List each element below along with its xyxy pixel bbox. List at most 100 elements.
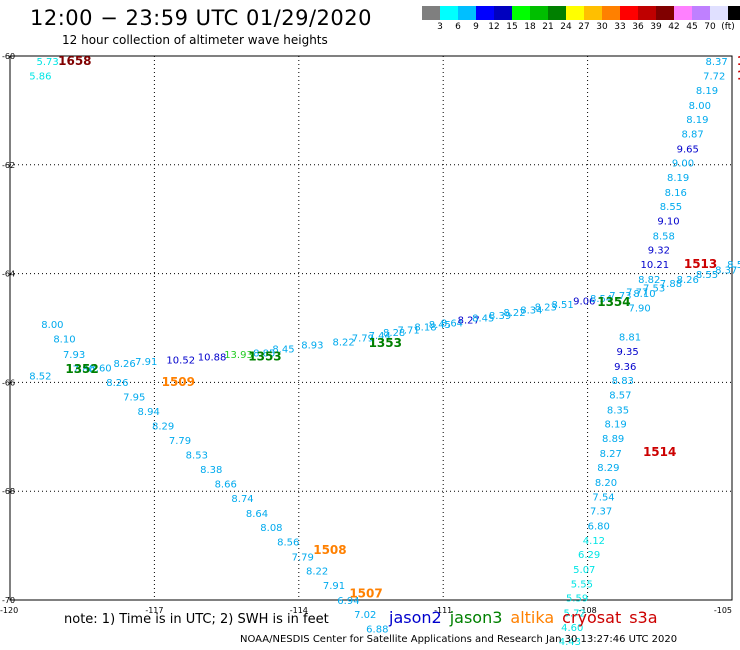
- pass-time-label: 1354: [597, 295, 630, 309]
- scale-label: 9: [473, 22, 479, 32]
- wave-height-reading: 8.19: [686, 115, 708, 126]
- wave-height-reading: 7.79: [352, 334, 374, 345]
- scale-label: 18: [524, 22, 536, 32]
- wave-height-reading: 7.73: [609, 291, 631, 302]
- pass-time-label: 1: [737, 54, 740, 68]
- wave-height-reading: 8.58: [653, 231, 675, 242]
- pass-time-label: 1508: [313, 543, 346, 557]
- wave-height-reading: 9.35: [616, 347, 638, 358]
- scale-label: 45: [686, 22, 698, 32]
- wave-height-reading: 8.60: [89, 364, 111, 375]
- lat-tick-label: -64: [2, 270, 15, 279]
- pass-time-labels: 1658 11 1352 1509 1353 1353 1354 1513 1514 1508 15…: [58, 54, 740, 600]
- wave-height-reading: 7.88: [660, 279, 682, 290]
- wave-height-reading: 4.43: [559, 637, 581, 648]
- lat-tick-label: -62: [2, 161, 15, 170]
- wave-height-reading: 8.52: [29, 372, 51, 383]
- wave-height-reading: 6.88: [366, 625, 388, 636]
- scale-swatch: [602, 6, 620, 20]
- lon-tick-label: -114: [290, 606, 308, 615]
- wave-height-reading: 8.19: [667, 173, 689, 184]
- pass-time-label: 1353: [248, 350, 281, 364]
- wave-height-reading: 9.10: [657, 217, 679, 228]
- scale-swatch: [656, 6, 674, 20]
- scale-label: 33: [614, 22, 626, 32]
- scale-label: 6: [455, 22, 461, 32]
- wave-height-reading: 7.91: [323, 581, 345, 592]
- wave-height-reading: 8.89: [602, 434, 624, 445]
- wave-height-reading: 7.72: [703, 71, 725, 82]
- wave-height-reading: 8.08: [260, 523, 282, 534]
- scale-swatch: [458, 6, 476, 20]
- wave-height-reading: 8.87: [681, 130, 703, 141]
- scale-swatch: [692, 6, 710, 20]
- wave-height-reading: 6.80: [588, 521, 610, 532]
- wave-height-reading: 13.93: [224, 350, 253, 361]
- scale-label: 12: [488, 22, 500, 32]
- wave-height-reading: 8.10: [633, 289, 655, 300]
- wave-height-reading: 8.26: [106, 378, 128, 389]
- wave-height-reading: 8.37: [715, 266, 737, 277]
- wave-height-reading: 8.82: [638, 275, 660, 286]
- wave-height-reading: 8.37: [706, 57, 728, 68]
- wave-height-reading: 8.94: [138, 407, 160, 418]
- scale-label: 39: [650, 22, 662, 32]
- wave-height-reading: 9.65: [677, 144, 699, 155]
- credit-line: NOAA/NESDIS Center for Satellite Applica…: [240, 634, 678, 645]
- pass-time-label: 1509: [162, 375, 195, 389]
- scale-swatch: [566, 6, 584, 20]
- wave-height-reading: 8.22: [332, 337, 354, 348]
- scale-label: 15: [506, 22, 518, 32]
- pass-time-label: 1513: [684, 257, 717, 271]
- wave-height-reading: 7.53: [643, 284, 665, 295]
- satellite-jason2: jason2: [389, 608, 442, 627]
- wave-height-reading: 8.19: [696, 86, 718, 97]
- scale-swatch: [584, 6, 602, 20]
- lon-tick-label: -120: [0, 606, 18, 615]
- wave-height-reading: 8.54: [727, 260, 740, 271]
- wave-height-reading: 8.45: [472, 313, 494, 324]
- wave-height-reading: 8.66: [215, 479, 237, 490]
- wave-height-reading: 8.55: [660, 202, 682, 213]
- wave-height-reading: 8.18: [414, 323, 436, 334]
- wave-height-reading: 5.73: [36, 57, 58, 68]
- wave-height-reading: 8.00: [41, 320, 63, 331]
- wave-height-reading: 7.71: [397, 325, 419, 336]
- scale-swatch: [422, 6, 440, 20]
- pass-time-label: 1352: [65, 362, 98, 376]
- satellite-cryosat: cryosat: [562, 608, 622, 627]
- wave-height-reading: 7.91: [135, 357, 157, 368]
- wave-height-reading: 10.21: [641, 260, 670, 271]
- map-frame: [9, 55, 733, 601]
- scale-swatch: [728, 6, 740, 20]
- lat-tick-label: -70: [2, 596, 15, 605]
- wave-height-reading: 8.64: [441, 318, 463, 329]
- wave-height-reading: 10.52: [166, 355, 195, 366]
- map-title: 12:00 − 23:59 UTC 01/29/2020: [30, 6, 373, 30]
- wave-height-reading: 8.35: [607, 405, 629, 416]
- scale-label: 36: [632, 22, 644, 32]
- wave-height-reading: 7.44: [369, 331, 391, 342]
- wave-height-reading: 5.55: [571, 579, 593, 590]
- wave-height-reading: 8.34: [520, 305, 542, 316]
- scale-swatch: [476, 6, 494, 20]
- lat-tick-label: -66: [2, 378, 15, 387]
- wave-height-reading: 8.22: [306, 566, 328, 577]
- scale-label: 24: [560, 22, 572, 32]
- scale-label: (ft): [721, 22, 735, 32]
- scale-label: 30: [596, 22, 608, 32]
- wave-height-reading: 8.00: [689, 101, 711, 112]
- map-grid: [9, 55, 733, 601]
- pass-time-label: 1514: [643, 445, 676, 459]
- satellite-legend: jason2 jason3 altika cryosat s3a: [389, 608, 666, 627]
- wave-height-reading: 7.37: [590, 507, 612, 518]
- axis-ticks: -60 -62 -64 -66 -68 -70-120 -117 -114 -111 -108 -1…: [0, 52, 732, 615]
- wave-height-reading: 8.56: [277, 538, 299, 549]
- wave-height-reading: 7.93: [63, 350, 85, 361]
- wave-height-reading: 8.27: [600, 449, 622, 460]
- wave-height-reading: 8.81: [619, 333, 641, 344]
- wave-height-reading: 8.64: [246, 509, 268, 520]
- wave-height-reading: 8.39: [489, 311, 511, 322]
- wave-height-reading: 6.29: [578, 550, 600, 561]
